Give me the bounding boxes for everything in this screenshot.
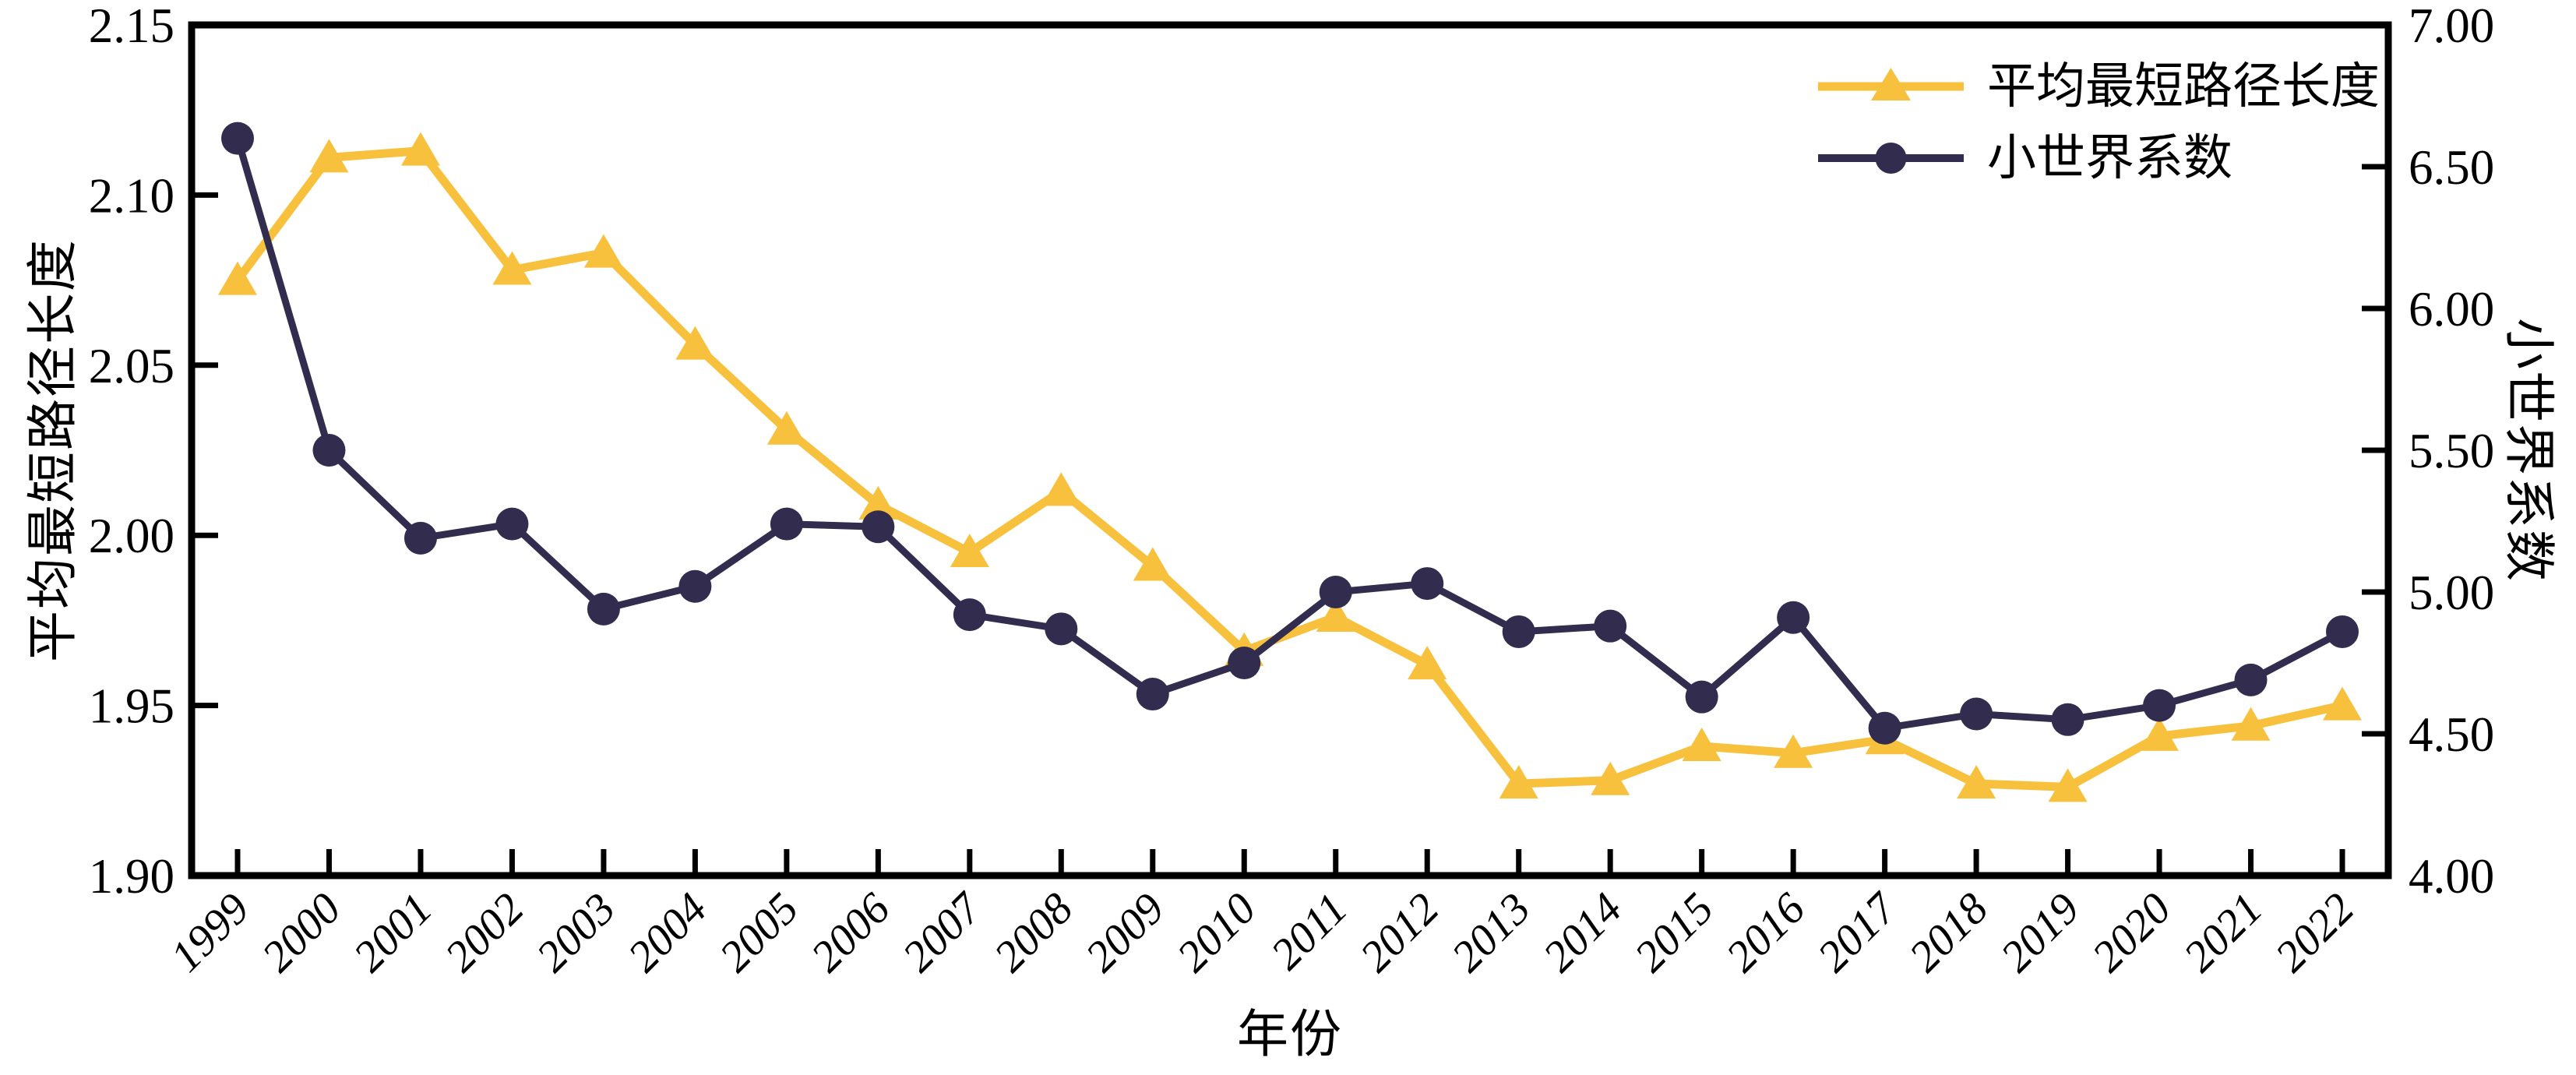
- series-line-avg-shortest-path: [233, 146, 2347, 791]
- y-axis-right-tick-label: 4.00: [2409, 849, 2494, 904]
- marker-triangle: [309, 139, 349, 173]
- marker-triangle: [400, 132, 440, 166]
- legend-label: 平均最短路径长度: [1987, 58, 2380, 114]
- marker-circle: [221, 122, 254, 155]
- marker-triangle: [2048, 768, 2088, 802]
- series-line-small-world: [234, 135, 2346, 732]
- x-axis-tick-label: 2014: [1534, 884, 1631, 982]
- marker-circle: [312, 434, 346, 467]
- marker-triangle: [1591, 761, 1630, 795]
- y-axis-left-tick-label: 1.95: [89, 679, 174, 734]
- marker-circle: [1319, 576, 1352, 608]
- marker-circle: [403, 521, 437, 555]
- marker-circle: [2051, 703, 2084, 736]
- marker-triangle: [2323, 686, 2362, 721]
- marker-triangle: [1774, 734, 1813, 768]
- marker-triangle: [2140, 717, 2180, 751]
- legend-swatch-triangle-line-icon: [1818, 68, 1964, 100]
- x-axis-title: 年份: [1237, 1006, 1343, 1063]
- marker-triangle: [1133, 547, 1172, 581]
- y-axis-left-title: 平均最短路径长度: [25, 238, 82, 662]
- marker-triangle: [1316, 598, 1355, 633]
- x-axis-tick-label: 2018: [1900, 884, 1997, 982]
- x-axis-tick-label: 2001: [344, 884, 442, 982]
- y-axis-left-tick-label: 2.00: [89, 509, 174, 563]
- marker-circle: [587, 592, 620, 626]
- y-axis-right-tick-label: 7.00: [2409, 0, 2494, 53]
- x-axis-tick-label: 2010: [1168, 884, 1265, 982]
- marker-circle: [1502, 615, 1535, 648]
- y-axis-right-tick-label: 6.00: [2409, 282, 2494, 337]
- marker-circle: [1045, 612, 1078, 646]
- x-axis-tick-label: 2005: [710, 884, 808, 982]
- x-axis-tick-label: 2021: [2175, 884, 2272, 982]
- y-axis-left-tick-label: 2.10: [89, 168, 174, 223]
- y-axis-right-tick-label: 5.00: [2409, 566, 2494, 620]
- y-axis-right-tick-label: 6.50: [2409, 140, 2494, 195]
- x-axis-tick-label: 2008: [985, 884, 1082, 982]
- x-axis-tick-label: 1999: [161, 884, 259, 982]
- x-axis-tick-label: 2012: [1351, 884, 1448, 982]
- x-axis-tick-label: 2020: [2083, 884, 2180, 982]
- legend-label: 小世界系数: [1987, 130, 2232, 185]
- marker-triangle: [766, 411, 806, 445]
- marker-circle: [1411, 567, 1444, 601]
- marker-circle: [495, 507, 529, 541]
- x-axis-tick-label: 2009: [1077, 884, 1174, 982]
- y-axis-right-tick-label: 4.50: [2409, 707, 2494, 762]
- y-axis-right-title: 小世界系数: [2500, 318, 2557, 583]
- marker-circle: [1136, 678, 1169, 711]
- marker-circle: [770, 507, 803, 541]
- marker-circle: [1868, 711, 1901, 745]
- marker-circle: [1228, 647, 1261, 679]
- marker-triangle: [1957, 765, 1996, 799]
- marker-circle: [2143, 689, 2176, 722]
- x-axis-tick-label: 2022: [2266, 884, 2363, 982]
- x-axis-tick-label: 2013: [1443, 884, 1540, 982]
- marker-triangle: [2231, 707, 2271, 741]
- x-axis-tick-label: 2015: [1626, 884, 1723, 982]
- x-axis-tick-label: 2007: [893, 883, 992, 982]
- y-axis-left-tick-label: 2.05: [89, 339, 174, 393]
- marker-triangle: [218, 261, 257, 295]
- legend-swatch-circle-line-icon: [1818, 143, 1964, 174]
- marker-triangle: [492, 251, 532, 285]
- plot-frame: [188, 21, 2392, 879]
- marker-triangle: [950, 534, 989, 568]
- marker-circle: [2326, 615, 2359, 648]
- marker-triangle: [675, 326, 715, 360]
- y-axis-left-tick-label: 2.15: [89, 0, 174, 53]
- marker-circle: [1777, 601, 1810, 634]
- x-axis-tick-label: 2016: [1717, 883, 1815, 982]
- marker-triangle: [1499, 765, 1538, 799]
- legend: 平均最短路径长度 小世界系数: [1815, 56, 2380, 189]
- x-axis-tick-label: 2002: [435, 884, 533, 982]
- marker-triangle: [858, 485, 898, 520]
- marker-circle: [862, 510, 895, 544]
- legend-item-small-world: 小世界系数: [1815, 128, 2380, 189]
- x-axis-tick-label: 2017: [1809, 883, 1908, 982]
- marker-circle: [1685, 680, 1718, 714]
- x-axis-tick-label: 2000: [253, 884, 351, 982]
- x-axis-tick-label: 2004: [618, 884, 716, 982]
- y-axis-right-tick-label: 5.50: [2409, 424, 2494, 478]
- x-axis-tick-label: 2011: [1262, 884, 1357, 979]
- marker-triangle: [1408, 646, 1447, 680]
- marker-circle: [1960, 697, 1993, 731]
- marker-circle: [953, 598, 986, 632]
- marker-circle: [678, 569, 712, 603]
- x-axis-tick-label: 2006: [802, 883, 900, 982]
- marker-circle: [1594, 609, 1627, 643]
- x-axis-tick-label: 2003: [527, 884, 625, 982]
- legend-item-avg-shortest-path: 平均最短路径长度: [1815, 56, 2380, 117]
- marker-triangle: [1682, 728, 1721, 762]
- x-axis-tick-label: 2019: [1992, 884, 2089, 982]
- marker-triangle: [583, 234, 623, 268]
- marker-triangle: [1041, 472, 1081, 506]
- y-axis-left-tick-label: 1.90: [89, 849, 174, 904]
- marker-circle: [2234, 663, 2268, 696]
